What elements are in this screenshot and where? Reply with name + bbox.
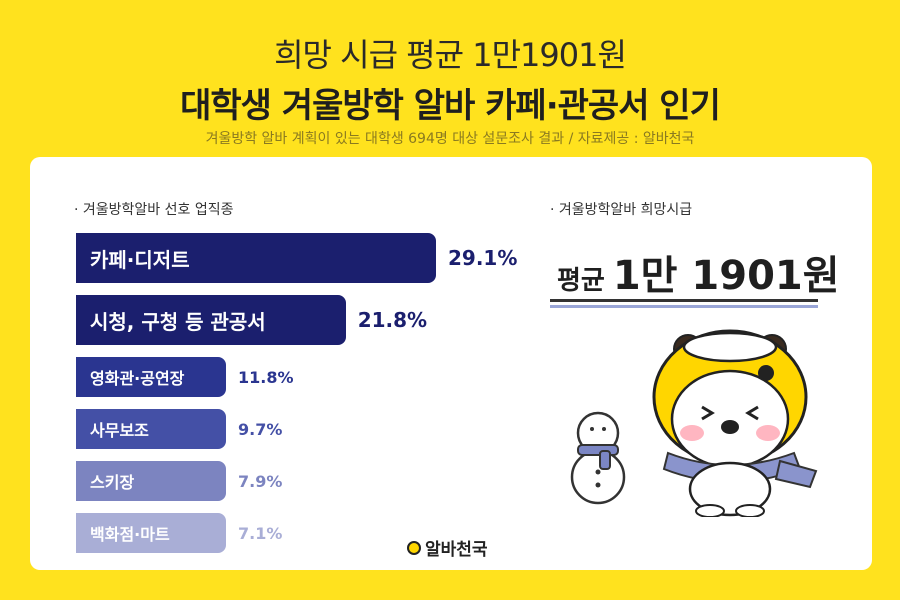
bar-row: 스키장 7.9%	[76, 461, 282, 501]
mascot-illustration	[570, 329, 818, 517]
bar-category-label: 영화관·공연장	[90, 369, 185, 388]
bar-category-label: 백화점·마트	[90, 525, 170, 544]
subtitle: 겨울방학 알바 계획이 있는 대학생 694명 대상 설문조사 결과 / 자료제…	[205, 131, 695, 147]
average-wage: 평균 1만 1901원	[557, 243, 840, 301]
average-wage-prefix: 평균	[557, 266, 605, 296]
bar-row: 백화점·마트 7.1%	[76, 513, 282, 553]
bee-logo-icon	[407, 540, 421, 555]
bar-value-label: 7.9%	[238, 471, 283, 491]
bar-value-label: 29.1%	[448, 246, 518, 270]
brand-logo-text: 알바천국	[425, 540, 488, 560]
title-line2: 대학생 겨울방학 알바 카페·관공서 인기	[180, 86, 721, 126]
bar: 영화관·공연장	[76, 357, 226, 397]
right-section-label: · 겨울방학알바 희망시급	[550, 202, 693, 218]
bar: 사무보조	[76, 409, 226, 449]
brand-logo: 알바천국	[407, 535, 488, 560]
bar: 시청, 구청 등 관공서	[76, 295, 346, 345]
bar-category-label: 카페·디저트	[90, 247, 190, 272]
bar-row: 사무보조 9.7%	[76, 409, 282, 449]
bar-value-label: 9.7%	[238, 419, 283, 439]
bar: 백화점·마트	[76, 513, 226, 553]
bar-row: 영화관·공연장 11.8%	[76, 357, 294, 397]
bear-mascot-icon	[652, 329, 818, 517]
bar-row: 시청, 구청 등 관공서 21.8%	[76, 295, 427, 345]
title-line1: 희망 시급 평균 1만1901원	[274, 36, 627, 74]
average-underline-accent	[550, 305, 818, 308]
average-wage-value: 1만 1901원	[612, 253, 840, 299]
bar-value-label: 11.8%	[238, 367, 294, 387]
bar-value-label: 21.8%	[357, 308, 428, 332]
bar-category-label: 시청, 구청 등 관공서	[90, 309, 266, 334]
content-card: · 겨울방학알바 선호 업직종 · 겨울방학알바 희망시급 카페·디저트 29.1…	[30, 157, 872, 570]
left-section-label: · 겨울방학알바 선호 업직종	[74, 202, 234, 218]
bar-value-label: 7.1%	[238, 523, 283, 543]
snowman-icon	[570, 411, 626, 505]
bar-category-label: 사무보조	[90, 421, 149, 440]
bar-row: 카페·디저트 29.1%	[76, 233, 517, 283]
average-underline	[550, 299, 818, 302]
bar-category-label: 스키장	[90, 473, 135, 492]
bar: 스키장	[76, 461, 226, 501]
bar: 카페·디저트	[76, 233, 436, 283]
